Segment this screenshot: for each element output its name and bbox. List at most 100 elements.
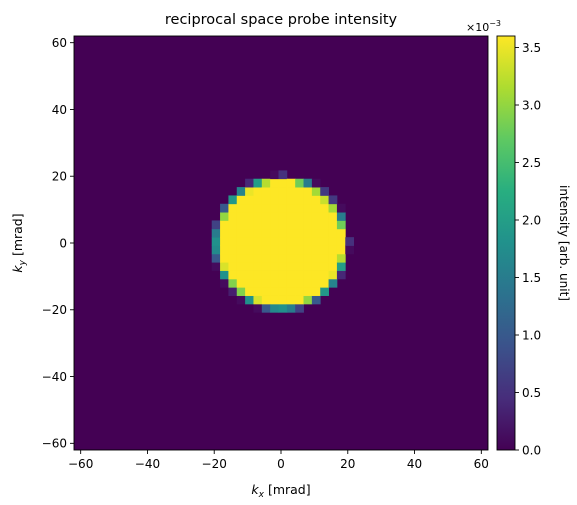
- x-tick-label: −40: [135, 457, 160, 471]
- heatmap-cell: [253, 228, 263, 238]
- heatmap-cell: [245, 287, 254, 296]
- heatmap-cell: [220, 245, 229, 255]
- heatmap-cell: [270, 195, 279, 205]
- colorbar-tick-label: 3.5: [522, 41, 541, 55]
- heatmap-cell: [236, 253, 246, 263]
- heatmap-cell: [211, 253, 221, 263]
- heatmap-cell: [270, 278, 279, 288]
- colorbar-tick-label: 0.5: [522, 386, 541, 400]
- heatmap-cell: [253, 237, 263, 246]
- heatmap-cell: [228, 195, 238, 205]
- heatmap-cell: [320, 212, 329, 221]
- heatmap-cell: [261, 303, 271, 313]
- heatmap-cell: [245, 253, 254, 263]
- heatmap-cell: [303, 262, 313, 271]
- heatmap-cell: [286, 295, 296, 305]
- heatmap-cell: [261, 262, 271, 271]
- heatmap-cell: [270, 203, 279, 213]
- heatmap-cell: [303, 237, 313, 246]
- heatmap-cell: [295, 187, 304, 196]
- heatmap-cell: [270, 262, 279, 271]
- heatmap-cell: [270, 237, 279, 246]
- heatmap-cell: [253, 253, 263, 263]
- heatmap-cell: [228, 220, 238, 230]
- heatmap-cell: [295, 220, 304, 230]
- heatmap-cell: [261, 245, 271, 255]
- heatmap-cell: [245, 195, 254, 205]
- heatmap-cell: [278, 237, 288, 246]
- colorbar-label: intensity [arb. unit]: [557, 185, 571, 301]
- heatmap-cell: [295, 212, 304, 221]
- heatmap-cell: [228, 253, 238, 263]
- x-axis-label: kx [mrad]: [251, 482, 310, 500]
- heatmap-cell: [236, 212, 246, 221]
- heatmap-cell: [236, 228, 246, 238]
- heatmap-cell: [261, 178, 271, 188]
- heatmap-cell: [261, 237, 271, 246]
- heatmap-cell: [270, 270, 279, 280]
- heatmap-cell: [261, 195, 271, 205]
- heatmap-cell: [236, 295, 246, 305]
- heatmap-cell: [303, 220, 313, 230]
- heatmap-cell: [278, 253, 288, 263]
- heatmap-cell: [303, 253, 313, 263]
- heatmap-cell: [328, 253, 338, 263]
- colorbar-tick-label: 0.0: [522, 443, 541, 457]
- y-tick-label: 20: [52, 170, 67, 184]
- heatmap-cell: [320, 187, 329, 196]
- heatmap-cell: [295, 237, 304, 246]
- heatmap-cell: [328, 237, 338, 246]
- heatmap-cell: [303, 195, 313, 205]
- y-tick-label: 40: [52, 103, 67, 117]
- heatmap-cell: [236, 245, 246, 255]
- colorbar-tick-label: 2.5: [522, 156, 541, 170]
- heatmap-cell: [261, 203, 271, 213]
- heatmap-cell: [320, 270, 329, 280]
- heatmap-cell: [236, 237, 246, 246]
- heatmap-cell: [261, 278, 271, 288]
- heatmap-cell: [245, 220, 254, 230]
- heatmap-cell: [270, 212, 279, 221]
- heatmap-cell: [286, 303, 296, 313]
- heatmap-cell: [295, 303, 304, 313]
- heatmap-cell: [336, 237, 346, 246]
- heatmap-cell: [345, 245, 355, 255]
- heatmap-cell: [286, 203, 296, 213]
- heatmap-cell: [311, 262, 321, 271]
- heatmap-cell: [228, 287, 238, 296]
- heatmap-cell: [328, 228, 338, 238]
- colorbar-multiplier: ×10−3: [466, 19, 501, 34]
- heatmap-cell: [261, 270, 271, 280]
- heatmap-cell: [261, 212, 271, 221]
- heatmap-cell: [278, 278, 288, 288]
- heatmap-cell: [236, 270, 246, 280]
- heatmap-cell: [220, 270, 229, 280]
- heatmap-cell: [228, 245, 238, 255]
- heatmap-cell: [311, 203, 321, 213]
- heatmap-cell: [253, 287, 263, 296]
- heatmap-cell: [253, 303, 263, 313]
- heatmap-cell: [295, 270, 304, 280]
- x-tick-label: 0: [277, 457, 285, 471]
- heatmap-cell: [253, 212, 263, 221]
- heatmap-cell: [253, 245, 263, 255]
- heatmap-cell: [261, 295, 271, 305]
- heatmap-cell: [286, 262, 296, 271]
- y-tick-label: −20: [42, 303, 67, 317]
- heatmap-cell: [220, 220, 229, 230]
- heatmap-cell: [270, 253, 279, 263]
- heatmap-cell: [303, 203, 313, 213]
- heatmap-cell: [211, 220, 221, 230]
- heatmap-cell: [286, 278, 296, 288]
- heatmap-cell: [253, 295, 263, 305]
- heatmap-cell: [286, 228, 296, 238]
- heatmap-cell: [270, 295, 279, 305]
- heatmap-cell: [295, 228, 304, 238]
- heatmap-cell: [278, 203, 288, 213]
- heatmap-cell: [261, 187, 271, 196]
- heatmap-cell: [328, 270, 338, 280]
- heatmap-cell: [286, 220, 296, 230]
- x-tick-label: 20: [340, 457, 355, 471]
- x-tick-label: −60: [68, 457, 93, 471]
